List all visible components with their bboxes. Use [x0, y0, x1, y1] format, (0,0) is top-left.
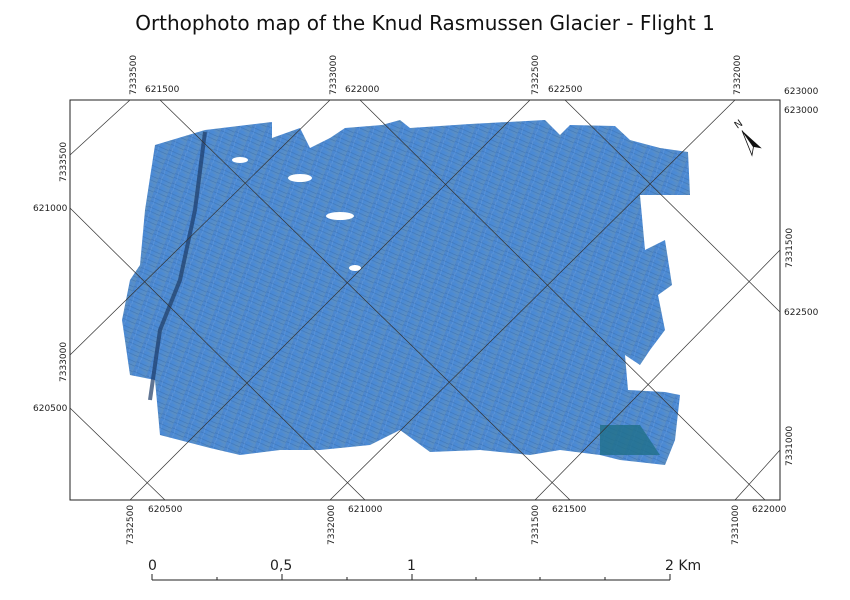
grid-label: 7333500: [129, 55, 139, 95]
grid-label: 623000: [784, 106, 819, 116]
gaps: [232, 157, 361, 271]
grid-label: 7332000: [327, 505, 337, 545]
grid-label: 623000: [784, 87, 819, 97]
grid-label: 7331000: [731, 505, 741, 545]
water: [600, 425, 660, 455]
grid-label: 620500: [33, 404, 68, 414]
grid-label: 622000: [345, 85, 380, 95]
crevasse: [148, 131, 207, 401]
grid-label: 621000: [348, 505, 383, 515]
grid-label: 622000: [752, 505, 787, 515]
grid-label: 7333000: [329, 55, 339, 95]
grid-label: 621500: [145, 85, 180, 95]
scale-label: 0,5: [270, 558, 292, 574]
grid-label: 621500: [552, 505, 587, 515]
map-title: Orthophoto map of the Knud Rasmussen Gla…: [135, 11, 715, 35]
scale-label: 0: [148, 558, 157, 574]
scale-bar: [151, 574, 671, 581]
grid-label: 622500: [784, 308, 819, 318]
scale-label: 2 Km: [665, 558, 701, 574]
grid-label: 621000: [33, 204, 68, 214]
grid-lines: [69, 99, 781, 501]
grid-label: 7332500: [531, 55, 541, 95]
grid-label: 7333500: [59, 142, 69, 182]
orthophoto: [122, 120, 690, 465]
grid-label: 7332500: [126, 505, 136, 545]
grid-label: 7333000: [59, 342, 69, 382]
scale-label: 1: [407, 558, 416, 574]
grid-label: 622500: [548, 85, 583, 95]
grid-label: 7331500: [785, 228, 795, 268]
grid-label: 7331000: [785, 426, 795, 466]
grid-label: 7331500: [531, 505, 541, 545]
grid-label: 620500: [148, 505, 183, 515]
grid-label: 7332000: [733, 55, 743, 95]
